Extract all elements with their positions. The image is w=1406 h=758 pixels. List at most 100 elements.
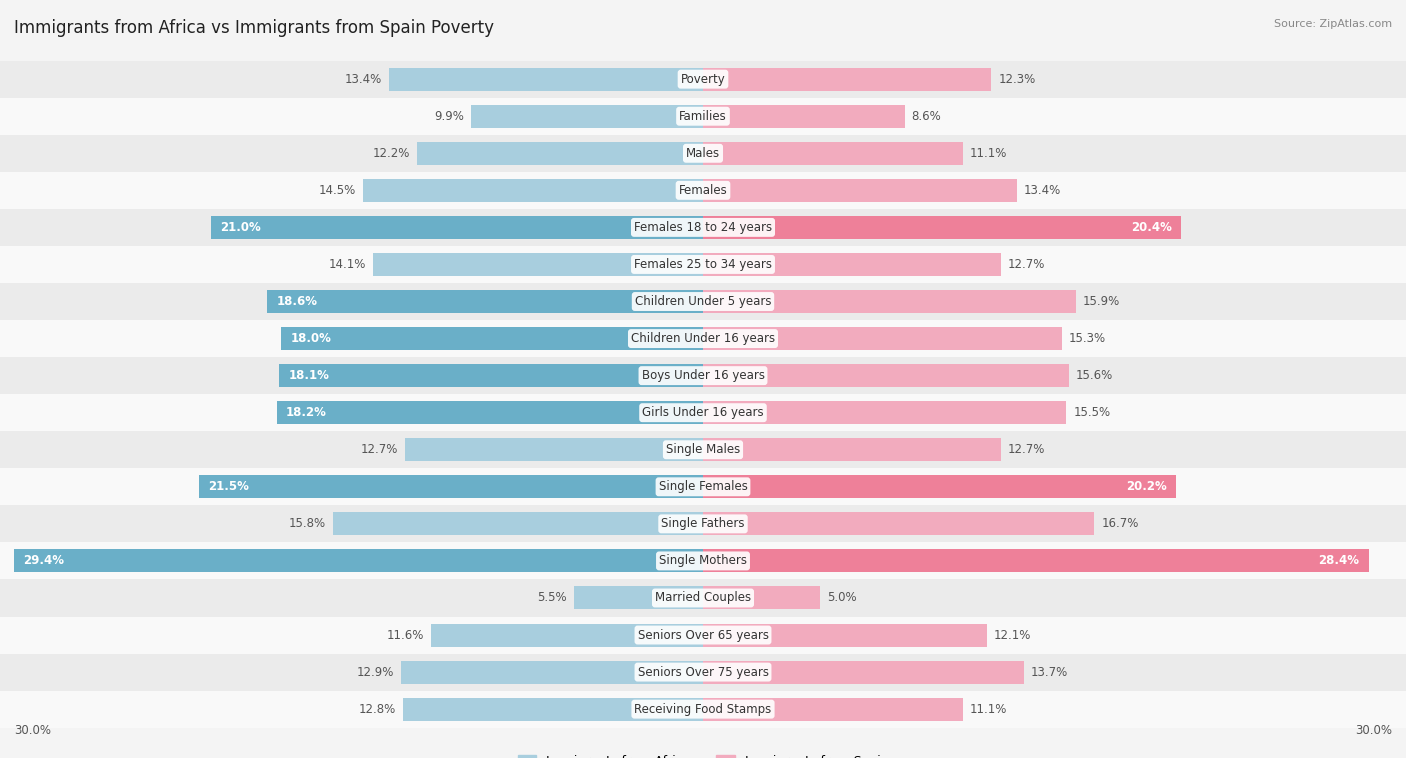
Text: 12.7%: 12.7% (361, 443, 398, 456)
Bar (432, 624, 703, 647)
Bar (0, 506, 1406, 543)
Bar (0, 172, 1406, 209)
Text: 28.4%: 28.4% (1319, 554, 1360, 568)
Text: 21.0%: 21.0% (221, 221, 262, 234)
Bar (281, 327, 703, 350)
Text: 20.4%: 20.4% (1130, 221, 1171, 234)
Text: 18.0%: 18.0% (291, 332, 332, 345)
Bar (703, 290, 1076, 313)
Text: Children Under 5 years: Children Under 5 years (634, 295, 772, 308)
Text: 15.5%: 15.5% (1073, 406, 1111, 419)
Text: 11.6%: 11.6% (387, 628, 425, 641)
Bar (0, 98, 1406, 135)
Bar (333, 512, 703, 535)
Bar (0, 61, 1406, 98)
Text: 30.0%: 30.0% (1355, 724, 1392, 737)
Text: Females 25 to 34 years: Females 25 to 34 years (634, 258, 772, 271)
Bar (0, 691, 1406, 728)
Text: Girls Under 16 years: Girls Under 16 years (643, 406, 763, 419)
Bar (703, 401, 1066, 424)
Text: 18.6%: 18.6% (277, 295, 318, 308)
Bar (14, 550, 703, 572)
Bar (0, 431, 1406, 468)
Bar (703, 475, 1177, 498)
Bar (277, 401, 703, 424)
Bar (703, 587, 820, 609)
Text: 13.4%: 13.4% (344, 73, 382, 86)
Bar (703, 142, 963, 164)
Bar (471, 105, 703, 127)
Bar (0, 357, 1406, 394)
Text: Boys Under 16 years: Boys Under 16 years (641, 369, 765, 382)
Text: 21.5%: 21.5% (208, 481, 249, 493)
Bar (278, 364, 703, 387)
Text: Seniors Over 65 years: Seniors Over 65 years (637, 628, 769, 641)
Text: Females 18 to 24 years: Females 18 to 24 years (634, 221, 772, 234)
Text: 16.7%: 16.7% (1101, 518, 1139, 531)
Text: 12.7%: 12.7% (1008, 443, 1045, 456)
Text: 18.1%: 18.1% (288, 369, 329, 382)
Bar (405, 438, 703, 461)
Text: 9.9%: 9.9% (434, 110, 464, 123)
Bar (404, 697, 703, 721)
Text: Source: ZipAtlas.com: Source: ZipAtlas.com (1274, 19, 1392, 29)
Bar (703, 550, 1368, 572)
Text: 18.2%: 18.2% (285, 406, 326, 419)
Text: Seniors Over 75 years: Seniors Over 75 years (637, 666, 769, 678)
Bar (0, 283, 1406, 320)
Bar (703, 438, 1001, 461)
Text: Males: Males (686, 147, 720, 160)
Text: 13.4%: 13.4% (1024, 184, 1062, 197)
Bar (200, 475, 703, 498)
Text: Children Under 16 years: Children Under 16 years (631, 332, 775, 345)
Text: 8.6%: 8.6% (911, 110, 941, 123)
Text: 14.1%: 14.1% (328, 258, 366, 271)
Bar (401, 661, 703, 684)
Text: Single Females: Single Females (658, 481, 748, 493)
Bar (703, 512, 1094, 535)
Bar (703, 67, 991, 91)
Legend: Immigrants from Africa, Immigrants from Spain: Immigrants from Africa, Immigrants from … (517, 755, 889, 758)
Text: 20.2%: 20.2% (1126, 481, 1167, 493)
Text: 11.1%: 11.1% (970, 147, 1008, 160)
Bar (0, 653, 1406, 691)
Bar (703, 661, 1024, 684)
Text: Immigrants from Africa vs Immigrants from Spain Poverty: Immigrants from Africa vs Immigrants fro… (14, 19, 494, 37)
Bar (703, 327, 1062, 350)
Text: Females: Females (679, 184, 727, 197)
Text: 12.7%: 12.7% (1008, 258, 1045, 271)
Text: 5.0%: 5.0% (827, 591, 856, 604)
Text: 5.5%: 5.5% (537, 591, 567, 604)
Text: Married Couples: Married Couples (655, 591, 751, 604)
Bar (0, 468, 1406, 506)
Text: 12.1%: 12.1% (994, 628, 1031, 641)
Text: 13.7%: 13.7% (1031, 666, 1069, 678)
Bar (0, 209, 1406, 246)
Text: Receiving Food Stamps: Receiving Food Stamps (634, 703, 772, 716)
Bar (703, 364, 1069, 387)
Bar (0, 543, 1406, 579)
Bar (703, 105, 904, 127)
Bar (363, 179, 703, 202)
Bar (0, 246, 1406, 283)
Bar (267, 290, 703, 313)
Text: 12.9%: 12.9% (356, 666, 394, 678)
Bar (0, 616, 1406, 653)
Bar (574, 587, 703, 609)
Bar (0, 135, 1406, 172)
Text: 11.1%: 11.1% (970, 703, 1008, 716)
Bar (389, 67, 703, 91)
Bar (703, 697, 963, 721)
Bar (373, 253, 703, 276)
Text: Families: Families (679, 110, 727, 123)
Bar (0, 320, 1406, 357)
Text: 29.4%: 29.4% (24, 554, 65, 568)
Text: 12.3%: 12.3% (998, 73, 1035, 86)
Text: 12.2%: 12.2% (373, 147, 411, 160)
Bar (0, 579, 1406, 616)
Bar (0, 394, 1406, 431)
Bar (703, 624, 987, 647)
Text: Poverty: Poverty (681, 73, 725, 86)
Text: Single Males: Single Males (666, 443, 740, 456)
Text: 12.8%: 12.8% (359, 703, 396, 716)
